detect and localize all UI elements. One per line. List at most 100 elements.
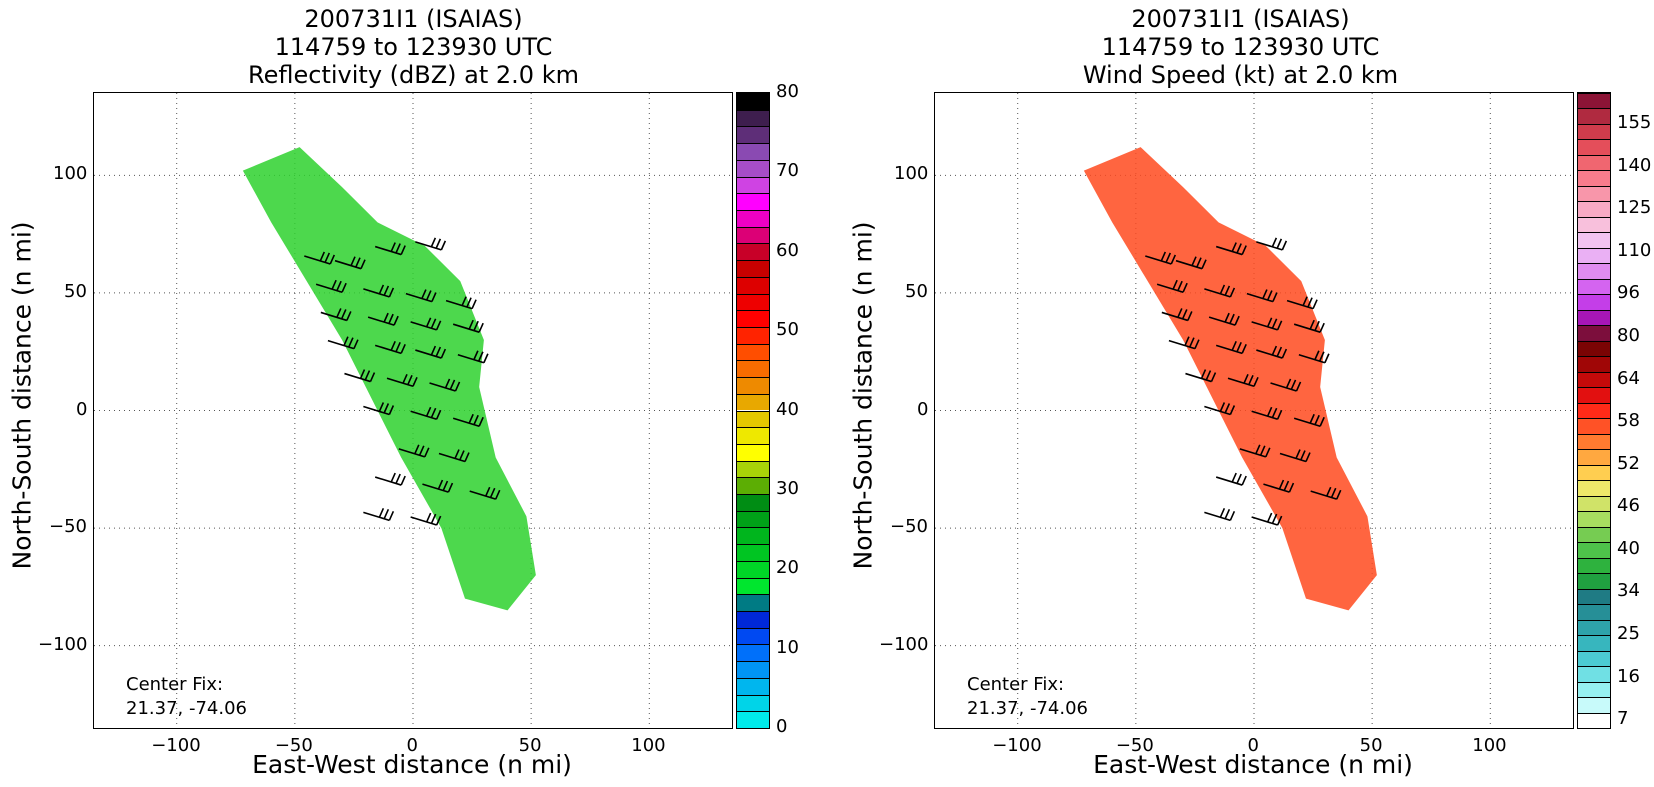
wind-barb (315, 279, 347, 293)
x-tick-label: −50 (274, 735, 313, 756)
y-tick-label: 50 (64, 280, 87, 302)
wind-barb (1286, 296, 1318, 310)
wind-barb (429, 378, 461, 392)
x-axis-label: East-West distance (n mi) (1093, 750, 1413, 779)
colorbar-swatch (1578, 278, 1610, 295)
colorbar-swatch (1578, 712, 1610, 728)
colorbar-tick-label: 64 (1617, 367, 1640, 389)
center-fix-label: Center Fix: (126, 674, 224, 695)
colorbar (736, 92, 770, 729)
colorbar-swatch (1578, 371, 1610, 388)
x-tick-label: 50 (518, 735, 542, 756)
wind-barb (422, 479, 454, 493)
colorbar-tick-label: 16 (1617, 665, 1640, 687)
wind-barb (386, 373, 418, 388)
colorbar-swatch (737, 460, 769, 478)
colorbar-swatch (737, 326, 769, 344)
wind-barb (1251, 317, 1283, 331)
wind-barb (374, 242, 406, 256)
x-axis-label: East-West distance (n mi) (252, 750, 572, 779)
colorbar-swatch (737, 477, 769, 495)
wind-barb (374, 472, 406, 486)
colorbar-swatch (737, 109, 769, 127)
wind-barb (1204, 284, 1236, 298)
colorbar-tick-label: 34 (1617, 580, 1640, 602)
y-axis-label: North-South distance (n mi) (848, 221, 878, 570)
colorbar-swatch (737, 427, 769, 444)
colorbar-swatch (1578, 402, 1610, 419)
colorbar-swatch (1578, 325, 1610, 341)
wind-barb (1256, 237, 1288, 251)
colorbar-swatch (737, 443, 769, 461)
y-tick-label: 100 (53, 163, 88, 185)
colorbar-tick-label: 80 (1617, 324, 1640, 346)
colorbar-tick-label: 40 (776, 398, 799, 420)
colorbar-tick-label: 40 (1617, 537, 1640, 559)
x-tick-label: 0 (406, 735, 418, 756)
colorbar-swatch (737, 627, 769, 645)
colorbar (1577, 92, 1611, 729)
chart-title-line-1: 200731I1 (ISAIAS) (1131, 5, 1350, 33)
wind-barb (1204, 508, 1236, 522)
colorbar-swatch (737, 360, 769, 378)
wind-barb (1293, 319, 1325, 333)
colorbar-swatch (737, 159, 769, 177)
colorbar-swatch (1578, 247, 1610, 264)
wind-barb (438, 449, 470, 463)
colorbar-swatch (1578, 418, 1610, 434)
colorbar-swatch (1578, 619, 1610, 636)
y-tick-label: −100 (38, 633, 88, 655)
colorbar-tick-label: 25 (1617, 623, 1640, 645)
colorbar-swatch (1578, 263, 1610, 279)
colorbar-swatch (737, 343, 769, 361)
colorbar-tick-label: 96 (1617, 282, 1640, 304)
colorbar-swatch (737, 176, 769, 194)
y-tick-label: −50 (890, 516, 928, 538)
wind-barb (344, 369, 376, 383)
colorbar-tick-label: 10 (776, 636, 799, 658)
colorbar-swatch (1578, 108, 1610, 124)
chart-title-line-1: 200731I1 (ISAIAS) (304, 5, 523, 33)
colorbar-swatch (1578, 216, 1610, 233)
wind-barb (1310, 486, 1342, 500)
wind-barb (1215, 341, 1247, 355)
wind-barb (1251, 406, 1283, 420)
colorbar-swatch (1578, 309, 1610, 326)
chart-title-line-2: 114759 to 123930 UTC (1101, 33, 1380, 61)
y-tick-label: 50 (905, 280, 928, 302)
y-tick-label: 100 (894, 163, 929, 185)
x-tick-label: 50 (1359, 735, 1383, 756)
colorbar-swatch (737, 661, 769, 678)
plot-svg (94, 93, 732, 728)
colorbar-swatch (1578, 542, 1610, 558)
colorbar-tick-label: 52 (1617, 452, 1640, 474)
wind-barb (304, 251, 336, 265)
wind-barb (1145, 251, 1177, 265)
wind-barb (469, 486, 501, 500)
chart-title-line-2: 114759 to 123930 UTC (274, 33, 553, 61)
wind-barb (334, 256, 366, 270)
x-tick-label: −50 (1115, 735, 1154, 756)
colorbar-tick-label: 60 (776, 239, 799, 261)
colorbar-swatch (1578, 480, 1610, 496)
colorbar-swatch (737, 243, 769, 261)
wind-barb (452, 413, 484, 428)
colorbar-tick-label: 30 (776, 477, 799, 499)
colorbar-swatch (737, 143, 769, 160)
colorbar-swatch (1578, 170, 1610, 186)
x-tick-label: 100 (1472, 735, 1507, 756)
colorbar-swatch (1578, 666, 1610, 682)
colorbar-swatch (737, 93, 769, 110)
colorbar-swatch (737, 377, 769, 394)
colorbar-swatch (737, 611, 769, 628)
colorbar-swatch (1578, 93, 1610, 109)
colorbar-swatch (737, 126, 769, 144)
colorbar-swatch (1578, 123, 1610, 140)
wind-barb (363, 284, 395, 298)
center-fix-annotation: Center Fix: 21.37, -74.06 (967, 673, 1088, 721)
wind-barb (1215, 242, 1247, 256)
wind-barb (327, 336, 359, 350)
colorbar-tick-label: 20 (776, 557, 799, 579)
wind-barb (410, 406, 442, 420)
colorbar-swatch (1578, 154, 1610, 171)
